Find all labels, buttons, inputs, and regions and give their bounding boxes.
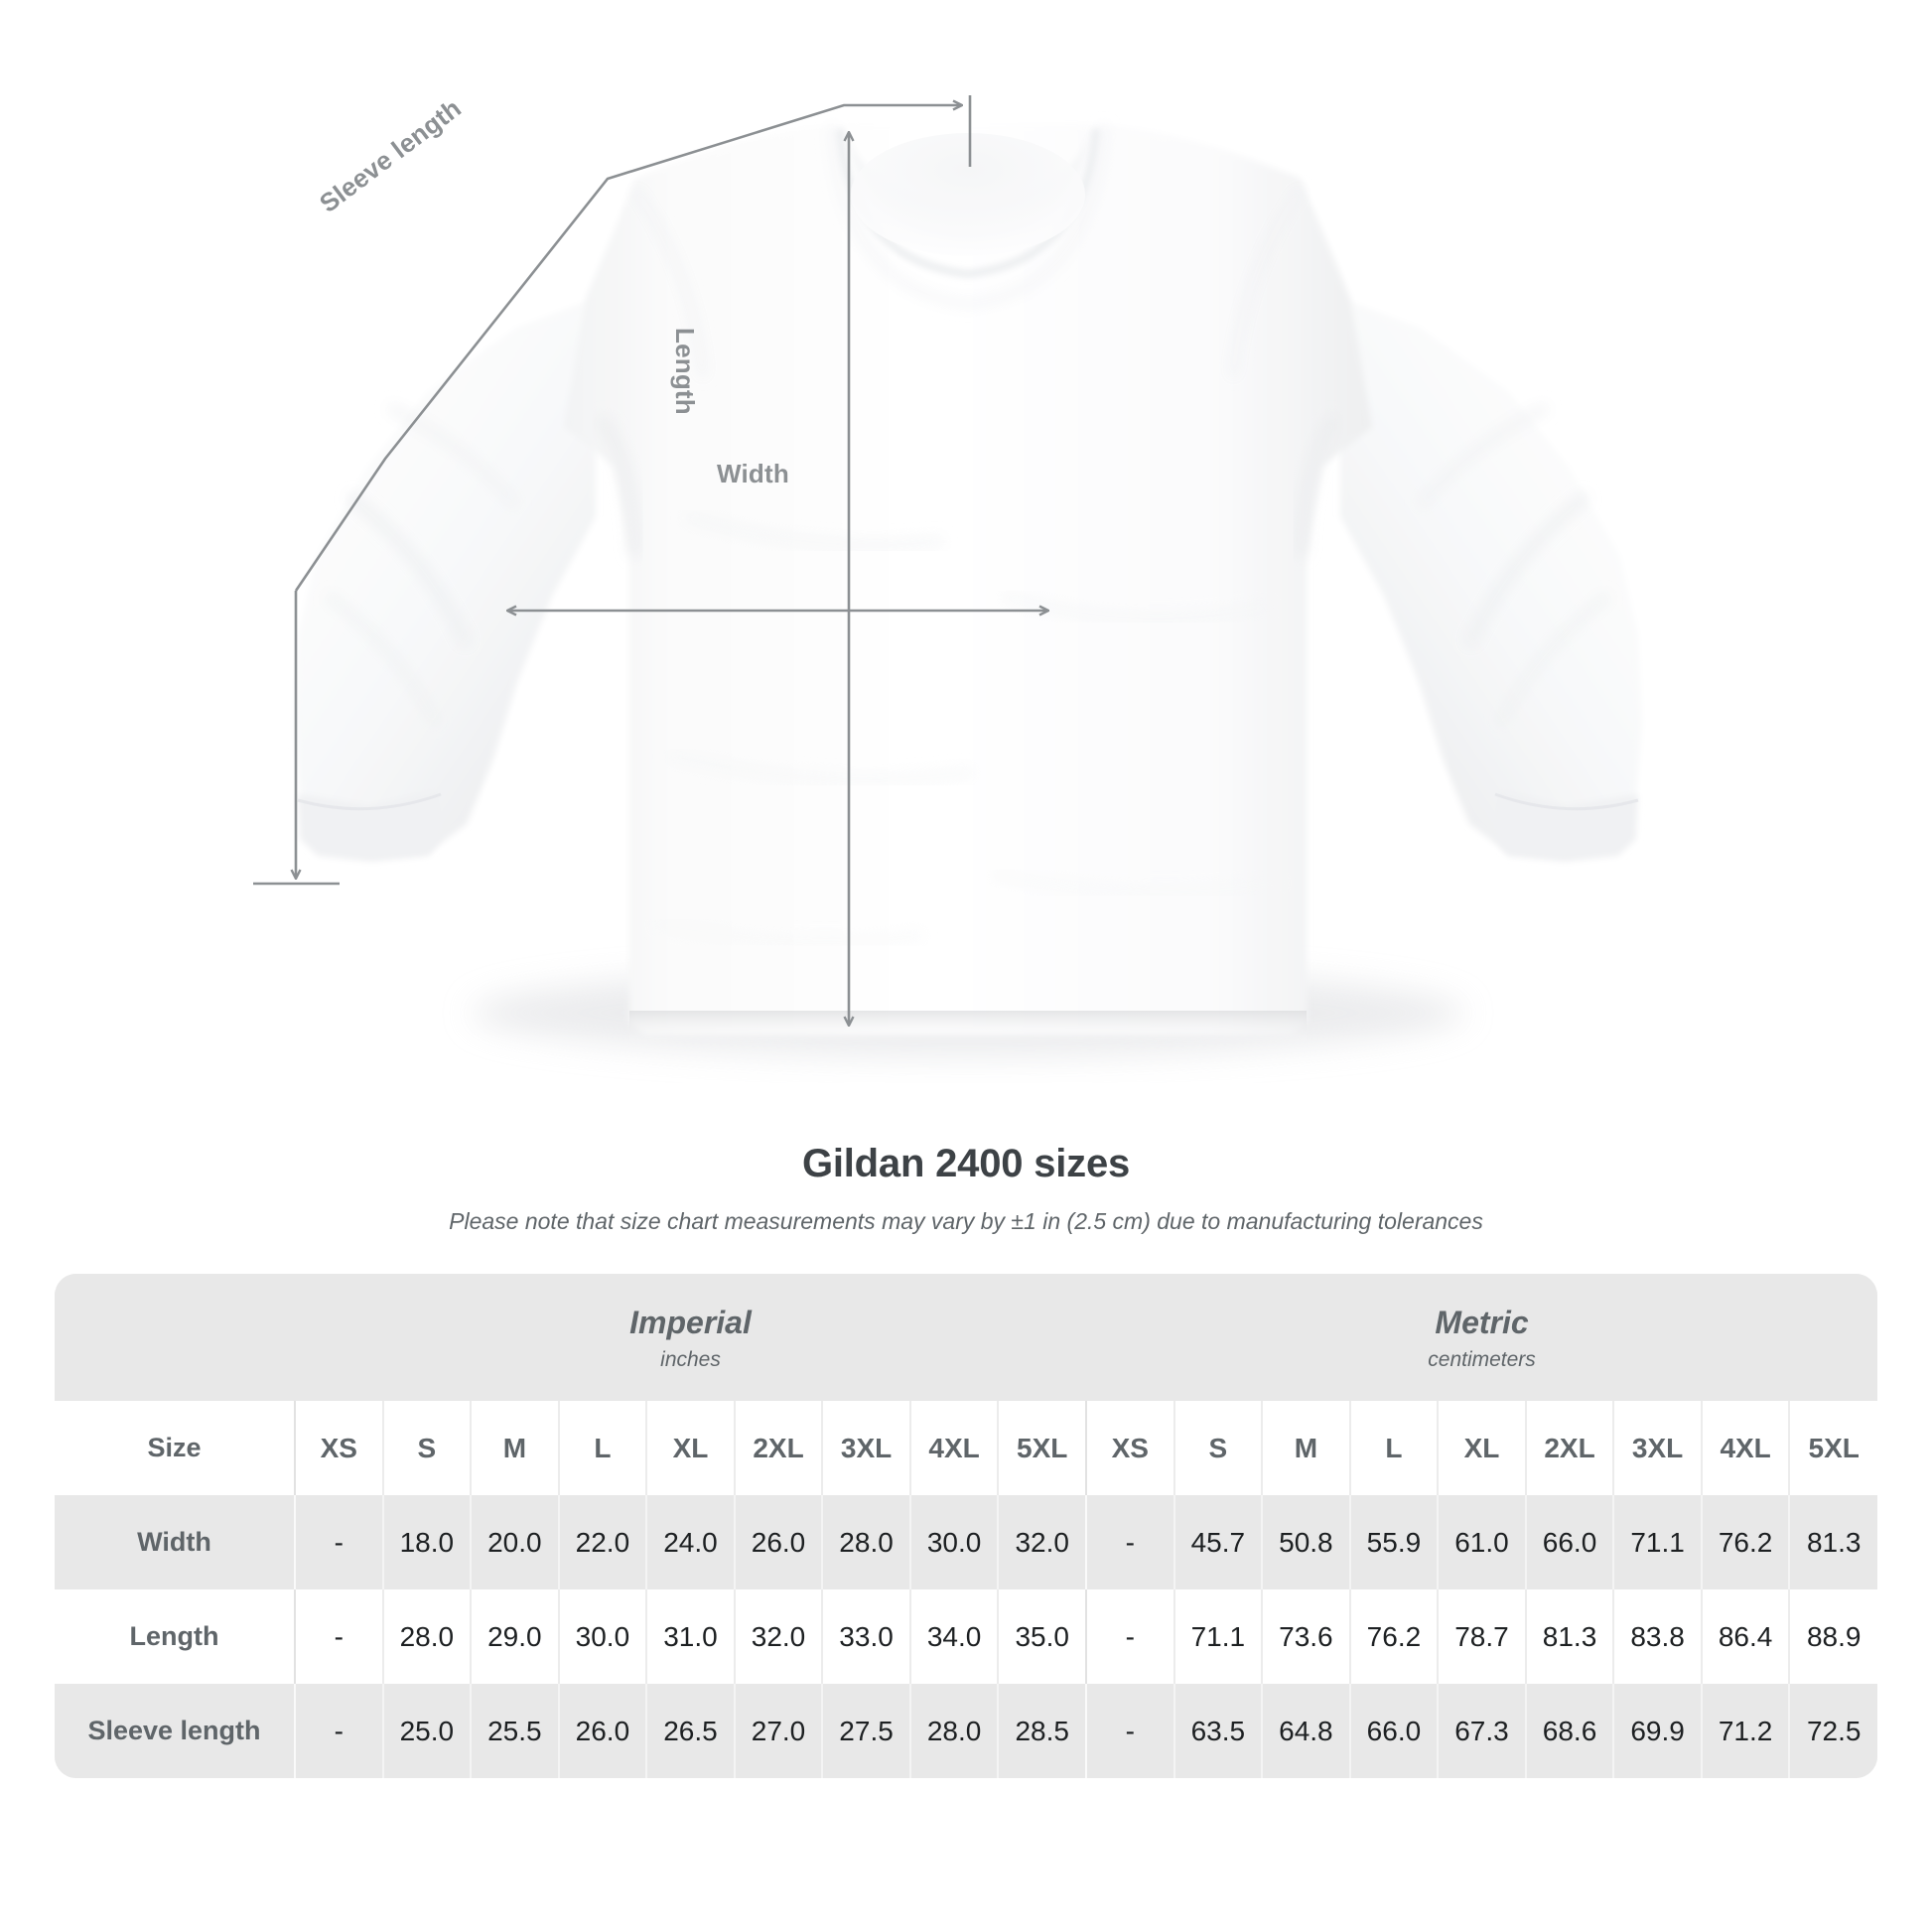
size-header-metric-2xl: 2XL [1524, 1401, 1614, 1495]
cell-width-imperial-xl: 24.0 [645, 1495, 735, 1589]
length-label: Length [670, 328, 700, 415]
size-header-metric-l: L [1348, 1401, 1439, 1495]
cell-width-imperial-4xl: 30.0 [908, 1495, 999, 1589]
cell-width-metric-2xl: 66.0 [1524, 1495, 1614, 1589]
size-header-imperial-l: L [557, 1401, 647, 1495]
unit-name: Imperial [629, 1305, 752, 1340]
unit-header-row: Imperial inches Metric centimeters [55, 1274, 1877, 1401]
cell-length-imperial-l: 30.0 [557, 1589, 647, 1684]
title-block: Gildan 2400 sizes Please note that size … [0, 1142, 1932, 1235]
cell-sleeve-length-imperial-xl: 26.5 [645, 1684, 735, 1778]
cell-sleeve-length-metric-xs: - [1085, 1684, 1174, 1778]
cell-width-imperial-m: 20.0 [470, 1495, 559, 1589]
cell-length-imperial-xl: 31.0 [645, 1589, 735, 1684]
cell-width-metric-4xl: 76.2 [1700, 1495, 1790, 1589]
size-header-metric-xl: XL [1437, 1401, 1526, 1495]
cell-length-imperial-s: 28.0 [381, 1589, 472, 1684]
cell-width-metric-l: 55.9 [1348, 1495, 1439, 1589]
cell-length-metric-s: 71.1 [1173, 1589, 1263, 1684]
cell-sleeve-length-imperial-3xl: 27.5 [821, 1684, 910, 1778]
unit-header-spacer [55, 1274, 295, 1401]
cell-width-metric-5xl: 81.3 [1788, 1495, 1877, 1589]
size-header-metric-5xl: 5XL [1788, 1401, 1877, 1495]
cell-length-imperial-xs: - [294, 1589, 383, 1684]
cell-sleeve-length-imperial-s: 25.0 [381, 1684, 472, 1778]
cell-sleeve-length-metric-3xl: 69.9 [1612, 1684, 1702, 1778]
cell-width-imperial-2xl: 26.0 [733, 1495, 823, 1589]
garment-illustration: Sleeve length Length Width [253, 93, 1932, 1132]
size-row-label: Size [55, 1401, 295, 1495]
cell-width-metric-s: 45.7 [1173, 1495, 1263, 1589]
size-header-row: Size XS S M L XL 2XL 3XL 4XL 5XL XS S M L XL 2XL 3XL 4XL 5… [55, 1401, 1877, 1495]
cell-length-metric-4xl: 86.4 [1700, 1589, 1790, 1684]
cell-width-metric-xs: - [1085, 1495, 1174, 1589]
size-chart-table: Imperial inches Metric centimeters Size XS S M L… [55, 1274, 1877, 1778]
row-label-length: Length [55, 1589, 295, 1684]
size-header-imperial-3xl: 3XL [821, 1401, 910, 1495]
cell-length-metric-3xl: 83.8 [1612, 1589, 1702, 1684]
cell-sleeve-length-imperial-m: 25.5 [470, 1684, 559, 1778]
table-row: Width -18.0 20.0 22.0 24.0 26.0 28.0 30.0 32.0-4… [55, 1495, 1877, 1589]
row-label-sleeve-length: Sleeve length [55, 1684, 295, 1778]
size-chart-table-container: Imperial inches Metric centimeters Size XS S M L… [55, 1274, 1877, 1778]
cell-length-imperial-4xl: 34.0 [908, 1589, 999, 1684]
unit-subtitle: centimeters [1428, 1348, 1536, 1371]
table-row: Sleeve length -25.0 25.5 26.0 26.5 27.0 27.5 28… [55, 1684, 1877, 1778]
cell-width-imperial-xs: - [294, 1495, 383, 1589]
table-row: Length -28.0 29.0 30.0 31.0 32.0 33.0 34.0 35.0-… [55, 1589, 1877, 1684]
unit-subtitle: inches [660, 1348, 721, 1371]
sleeve-length-dimension [253, 95, 972, 886]
cell-length-imperial-3xl: 33.0 [821, 1589, 910, 1684]
measurement-annotations [253, 95, 1932, 1132]
size-header-metric-4xl: 4XL [1700, 1401, 1790, 1495]
page-title: Gildan 2400 sizes [801, 1142, 1131, 1185]
size-header-imperial-s: S [381, 1401, 472, 1495]
cell-sleeve-length-metric-m: 64.8 [1261, 1684, 1350, 1778]
cell-width-imperial-s: 18.0 [381, 1495, 472, 1589]
cell-sleeve-length-metric-l: 66.0 [1348, 1684, 1439, 1778]
size-header-metric-s: S [1173, 1401, 1263, 1495]
size-header-imperial-xs: XS [294, 1401, 383, 1495]
cell-sleeve-length-imperial-5xl: 28.5 [997, 1684, 1087, 1778]
size-header-imperial-xl: XL [645, 1401, 735, 1495]
tolerance-note: Please note that size chart measurements… [449, 1208, 1483, 1234]
cell-length-imperial-2xl: 32.0 [733, 1589, 823, 1684]
cell-sleeve-length-metric-4xl: 71.2 [1700, 1684, 1790, 1778]
long-sleeve-tshirt-image [294, 123, 1642, 1056]
size-header-imperial-4xl: 4XL [908, 1401, 999, 1495]
cell-length-imperial-m: 29.0 [470, 1589, 559, 1684]
cell-sleeve-length-metric-2xl: 68.6 [1524, 1684, 1614, 1778]
cell-sleeve-length-imperial-l: 26.0 [557, 1684, 647, 1778]
row-label-width: Width [55, 1495, 295, 1589]
cell-width-imperial-5xl: 32.0 [997, 1495, 1087, 1589]
size-header-imperial-5xl: 5XL [997, 1401, 1087, 1495]
size-header-metric-xs: XS [1085, 1401, 1174, 1495]
cell-length-metric-xs: - [1085, 1589, 1174, 1684]
width-label: Width [717, 459, 789, 488]
cell-length-metric-l: 76.2 [1348, 1589, 1439, 1684]
size-header-imperial-m: M [470, 1401, 559, 1495]
unit-header-metric: Metric centimeters [1086, 1274, 1877, 1401]
cell-width-metric-xl: 61.0 [1437, 1495, 1526, 1589]
cell-length-imperial-5xl: 35.0 [997, 1589, 1087, 1684]
unit-header-imperial: Imperial inches [295, 1274, 1087, 1401]
cell-length-metric-xl: 78.7 [1437, 1589, 1526, 1684]
size-header-imperial-2xl: 2XL [733, 1401, 823, 1495]
cell-sleeve-length-metric-s: 63.5 [1173, 1684, 1263, 1778]
cell-width-metric-3xl: 71.1 [1612, 1495, 1702, 1589]
cell-sleeve-length-metric-xl: 67.3 [1437, 1684, 1526, 1778]
cell-length-metric-m: 73.6 [1261, 1589, 1350, 1684]
cell-width-metric-m: 50.8 [1261, 1495, 1350, 1589]
cell-sleeve-length-imperial-xs: - [294, 1684, 383, 1778]
cell-length-metric-5xl: 88.9 [1788, 1589, 1877, 1684]
cell-sleeve-length-imperial-2xl: 27.0 [733, 1684, 823, 1778]
cell-length-metric-2xl: 81.3 [1524, 1589, 1614, 1684]
cell-sleeve-length-metric-5xl: 72.5 [1788, 1684, 1877, 1778]
unit-name: Metric [1435, 1305, 1529, 1340]
cell-sleeve-length-imperial-4xl: 28.0 [908, 1684, 999, 1778]
cell-width-imperial-l: 22.0 [557, 1495, 647, 1589]
size-header-metric-m: M [1261, 1401, 1350, 1495]
cell-width-imperial-3xl: 28.0 [821, 1495, 910, 1589]
size-header-metric-3xl: 3XL [1612, 1401, 1702, 1495]
